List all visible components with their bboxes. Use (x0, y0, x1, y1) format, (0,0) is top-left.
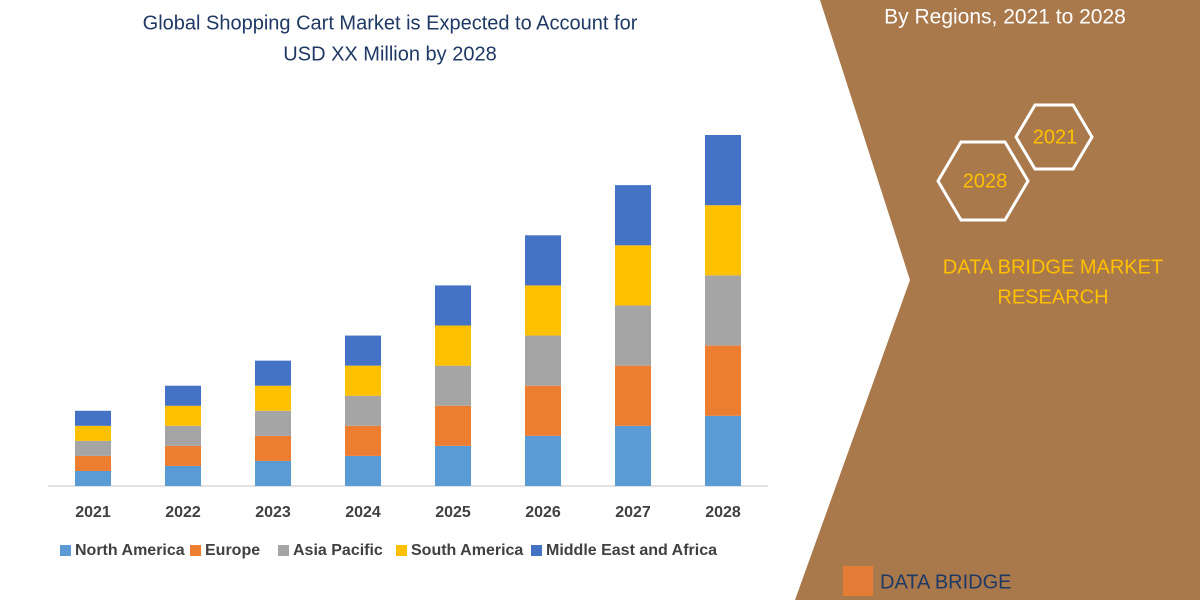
x-tick-label: 2021 (75, 504, 111, 521)
bar-segment (165, 405, 201, 426)
legend-swatch (396, 545, 407, 556)
bar-segment (255, 360, 291, 386)
chart-title-line2: USD XX Million by 2028 (283, 43, 496, 65)
bar-segment (75, 425, 111, 441)
bar-segment (435, 405, 471, 446)
brand-line2: RESEARCH (997, 286, 1108, 308)
bar-segment (525, 285, 561, 336)
wrapped-text: DATA BRIDGE MARKET RESEARCH (943, 256, 1163, 308)
bar-segment (705, 345, 741, 416)
bar-segment (255, 385, 291, 411)
bar-segment (165, 385, 201, 406)
x-tick-label: 2027 (615, 504, 651, 521)
x-tick-label: 2023 (255, 504, 291, 521)
side-subtitle: By Regions, 2021 to 2028 (884, 6, 1126, 29)
x-tick-label: 2024 (345, 504, 381, 521)
legend-label: Asia Pacific (293, 542, 383, 559)
hexagon-label: 2028 (963, 170, 1008, 192)
wrapped-text: Global Shopping Cart Market is Expected … (143, 12, 638, 65)
bar-segment (165, 465, 201, 486)
legend-swatch (531, 545, 542, 556)
x-tick-label: 2025 (435, 504, 471, 521)
bar-segment (165, 425, 201, 446)
x-tick-label: 2028 (705, 504, 741, 521)
bar-segment (345, 425, 381, 456)
bar-segment (75, 410, 111, 426)
bar-segment (435, 325, 471, 366)
bar-segment (165, 445, 201, 466)
legend-swatch (190, 545, 201, 556)
bar-segment (705, 275, 741, 346)
bar-segment (75, 455, 111, 471)
x-tick-label: 2022 (165, 504, 201, 521)
side-panel (795, 0, 1200, 600)
bar-segment (615, 245, 651, 306)
bar-segment (525, 435, 561, 486)
legend-swatch (278, 545, 289, 556)
bar-segment (345, 455, 381, 486)
bar-segment (255, 435, 291, 461)
legend-label: Middle East and Africa (546, 542, 717, 559)
hexagon-label: 2021 (1033, 126, 1078, 148)
bar-segment (705, 415, 741, 486)
logo-icon (843, 566, 873, 596)
chart-title-line1: Global Shopping Cart Market is Expected … (143, 12, 638, 34)
bar-segment (705, 205, 741, 276)
bar-segment (75, 470, 111, 486)
bar-segment (615, 425, 651, 486)
bar-segment (525, 385, 561, 436)
bar-segment (435, 285, 471, 326)
logo-text: DATA BRIDGE (880, 571, 1012, 593)
hexagon (936, 140, 1030, 222)
bar-segment (435, 365, 471, 406)
legend-label: North America (75, 542, 185, 559)
bar-segment (255, 410, 291, 436)
x-tick-label: 2026 (525, 504, 561, 521)
brand-line1: DATA BRIDGE MARKET (943, 256, 1163, 278)
bar-segment (345, 395, 381, 426)
bar-segment (75, 440, 111, 456)
bar-segment (615, 305, 651, 366)
bar-segment (705, 135, 741, 206)
bar-segment (435, 445, 471, 486)
bar-segment (525, 335, 561, 386)
bar-segment (345, 365, 381, 396)
bar-segment (525, 235, 561, 286)
bar-segment (345, 335, 381, 366)
bar-segment (255, 460, 291, 486)
hexagon (1014, 103, 1094, 171)
bar-segment (615, 365, 651, 426)
bar-segment (615, 185, 651, 246)
legend-label: Europe (205, 542, 260, 559)
legend-label: South America (411, 542, 523, 559)
legend-swatch (60, 545, 71, 556)
